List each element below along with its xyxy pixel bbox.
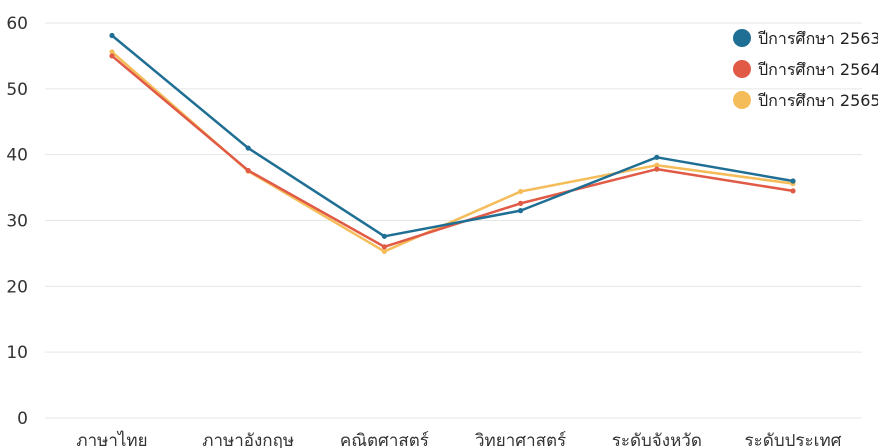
x-tick-label: ระดับจังหวัด	[612, 431, 702, 448]
data-point	[654, 162, 660, 168]
x-tick-label: ภาษาไทย	[76, 430, 147, 448]
data-point	[109, 53, 115, 59]
legend-marker	[733, 60, 751, 78]
y-tick-label: 10	[6, 343, 28, 363]
data-point	[245, 167, 251, 174]
y-tick-label: 0	[17, 409, 28, 429]
data-point	[381, 244, 387, 250]
data-point	[518, 200, 524, 206]
data-point	[109, 49, 115, 55]
x-axis: ภาษาไทย ภาษาอังกฤษ คณิตศาสตร์ วิทยาศาสตร์ ระ…	[76, 430, 841, 448]
y-tick-label: 30	[6, 212, 28, 232]
data-point	[654, 154, 660, 160]
data-point	[518, 208, 524, 214]
data-point	[109, 32, 115, 39]
data-point	[518, 188, 524, 195]
y-tick-label: 20	[6, 277, 28, 297]
legend-marker	[733, 91, 751, 109]
data-point	[654, 166, 660, 172]
y-tick-label: 60	[6, 14, 28, 34]
legend: ปีการศึกษา 2563 ปีการศึกษา 2564 ปีการศึกษา…	[733, 29, 878, 110]
x-tick-label: คณิตศาสตร์	[340, 431, 429, 448]
legend-marker	[733, 29, 751, 47]
x-tick-label: วิทยาศาสตร์	[475, 431, 567, 448]
y-tick-label: 40	[6, 146, 28, 166]
y-tick-label: 50	[6, 80, 28, 100]
legend-label: ปีการศึกษา 2565	[758, 91, 878, 110]
data-point	[245, 145, 251, 151]
x-tick-label: ระดับประเทศ	[745, 431, 842, 448]
data-point	[381, 248, 387, 255]
data-point	[381, 233, 387, 239]
series-lines	[109, 32, 796, 255]
grid-lines	[45, 22, 862, 419]
series-line	[110, 54, 795, 249]
legend-label: ปีการศึกษา 2563	[758, 29, 878, 48]
data-point	[790, 178, 796, 184]
legend-label: ปีการศึกษา 2564	[758, 60, 878, 79]
series-line	[110, 50, 795, 253]
y-axis: 0 10 20 30 40 50 60	[6, 14, 28, 429]
series-line	[110, 34, 795, 238]
x-tick-label: ภาษาอังกฤษ	[202, 431, 294, 448]
data-point	[790, 188, 796, 194]
